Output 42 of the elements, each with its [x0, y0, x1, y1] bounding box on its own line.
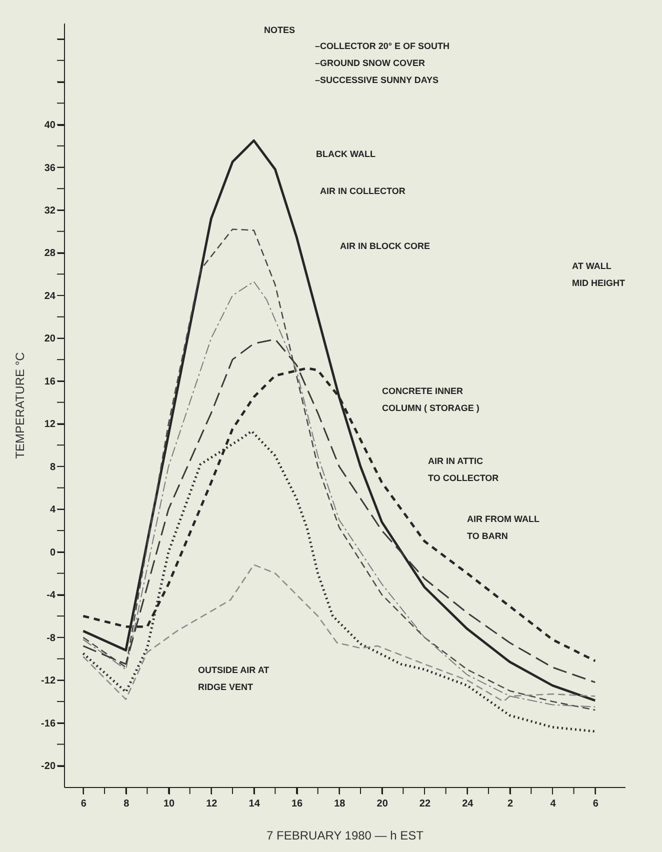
y-tick-label: -12 — [41, 676, 56, 687]
y-tick-label: -16 — [41, 718, 56, 730]
annotation: AIR FROM WALL TO BARN — [467, 514, 540, 541]
annotation: AIR IN BLOCK CORE — [340, 241, 430, 251]
annotation: AIR IN COLLECTOR — [320, 186, 406, 196]
x-tick-label: 20 — [376, 798, 388, 810]
x-tick-label: 18 — [334, 798, 346, 810]
annotation: OUTSIDE AIR AT RIDGE VENT — [198, 665, 270, 692]
x-tick-label: 16 — [291, 798, 304, 810]
y-tick-label: 40 — [44, 120, 56, 132]
y-tick-label: 16 — [44, 376, 56, 388]
x-tick-label: 24 — [462, 798, 474, 810]
x-tick-label: 14 — [248, 798, 260, 810]
x-axis-title: 7 FEBRUARY 1980 — h EST — [266, 828, 424, 842]
y-tick-label: 0 — [50, 547, 56, 558]
y-axis-title: TEMPERATURE °C — [13, 352, 28, 459]
annotation: AT WALL MID HEIGHT — [572, 261, 626, 288]
y-tick-label: 36 — [44, 162, 56, 174]
annotation: AIR IN ATTIC TO COLLECTOR — [428, 456, 500, 483]
annotation: CONCRETE INNER COLUMN ( STORAGE ) — [382, 386, 480, 413]
y-tick-label: 32 — [44, 205, 56, 216]
annotation: –COLLECTOR 20° E OF SOUTH –GROUND SNOW COVER –SUCCESSIVE SUNNY DAYS — [315, 41, 450, 85]
line-series — [82, 564, 596, 702]
y-tick-label: 28 — [44, 248, 56, 260]
y-tick-label: 24 — [44, 290, 56, 302]
annotation: NOTES — [264, 25, 296, 35]
x-tick-label: 6 — [80, 798, 87, 810]
x-tick-label: 12 — [206, 798, 218, 810]
y-tick-label: 4 — [50, 504, 56, 516]
y-tick-label: 12 — [44, 419, 56, 430]
x-tick-label: 2 — [508, 798, 514, 810]
annotation: BLACK WALL — [316, 149, 376, 159]
x-tick-label: 4 — [550, 798, 556, 810]
y-tick-label: -20 — [41, 761, 56, 772]
x-tick-label: 8 — [124, 798, 130, 810]
x-tick-label: 6 — [592, 798, 599, 810]
x-tick-label: 22 — [419, 798, 431, 810]
y-tick-label: -8 — [46, 632, 56, 644]
y-tick-label: 20 — [44, 334, 56, 345]
y-tick-label: 8 — [50, 462, 56, 473]
y-tick-label: -4 — [46, 590, 56, 602]
x-tick-label: 10 — [163, 798, 176, 810]
